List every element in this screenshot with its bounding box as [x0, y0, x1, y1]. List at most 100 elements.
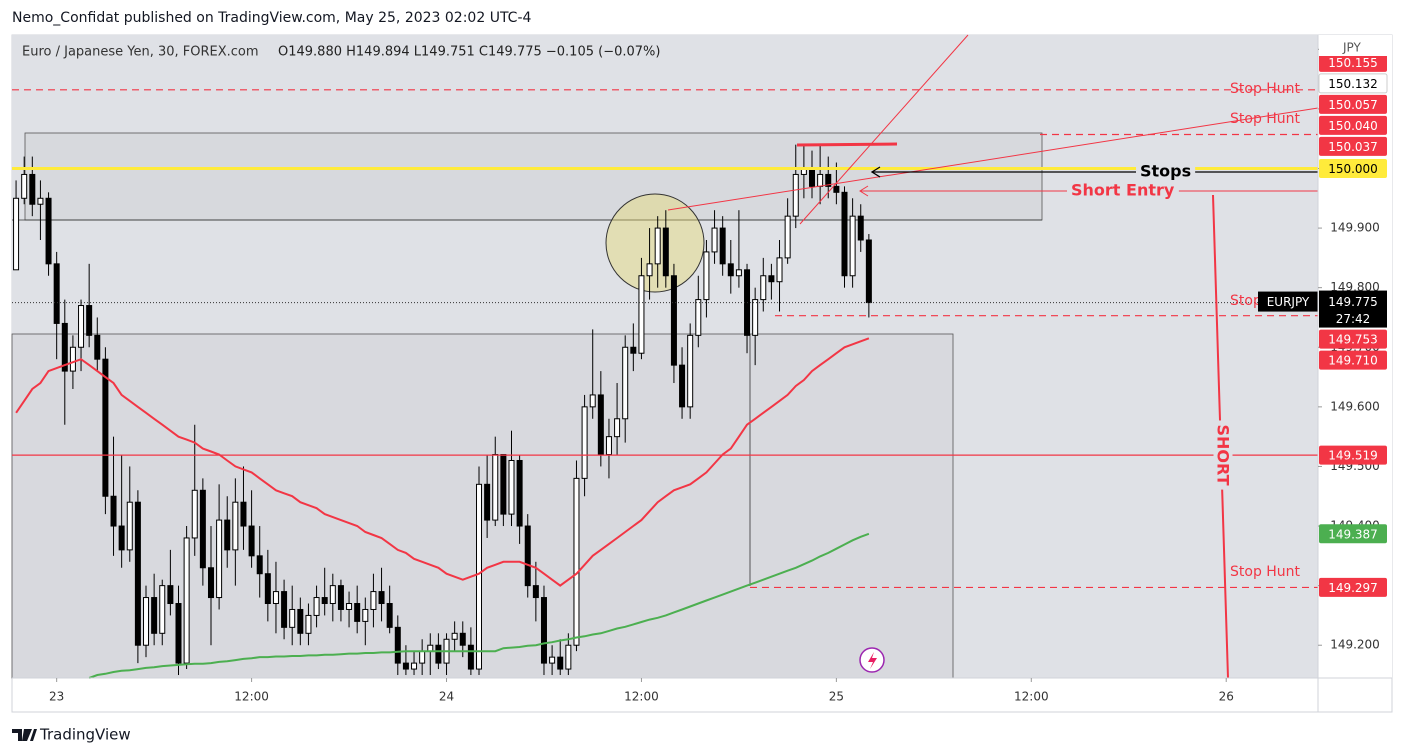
x-tick-label: 23: [49, 690, 64, 704]
candle-body: [557, 656, 564, 670]
candle-body: [29, 173, 36, 205]
candle-body: [321, 597, 328, 605]
price-badge-label: 150.132: [1328, 77, 1378, 91]
candle-body: [809, 167, 816, 187]
price-badge-label: 150.037: [1328, 140, 1378, 154]
price-badge-label: 150.057: [1328, 98, 1378, 112]
annotation: Stops: [1140, 162, 1191, 181]
price-badge: [1319, 136, 1387, 156]
symbol-label: Euro / Japanese Yen, 30, FOREX.com: [22, 45, 259, 60]
candle-body: [248, 525, 255, 557]
candle-body: [719, 227, 726, 265]
candle-body: [216, 519, 223, 599]
candle-body: [126, 501, 133, 551]
y-tick-label: 149.200: [1330, 638, 1380, 652]
event-bolt: [868, 652, 877, 669]
price-badge: [1319, 115, 1387, 135]
candle-body: [86, 305, 93, 336]
candle-body: [378, 591, 385, 605]
candle-body: [589, 394, 596, 408]
candle-body: [549, 656, 556, 664]
candle-body: [167, 585, 174, 605]
candle-body: [134, 501, 141, 646]
candle-body: [313, 597, 320, 616]
candle-body: [94, 334, 101, 360]
candle-body: [532, 585, 539, 599]
candle-body: [272, 591, 279, 605]
logo: [12, 729, 37, 741]
candle-body: [183, 537, 190, 664]
x-tick-label: 25: [829, 690, 844, 704]
candle-body: [224, 519, 231, 551]
candle-body: [346, 603, 353, 610]
candle-body: [53, 263, 60, 324]
candle-body: [151, 597, 158, 634]
trend-line: [667, 107, 1319, 211]
candle-body: [451, 632, 458, 640]
candle-body: [337, 585, 344, 610]
x-tick-label: 12:00: [1014, 690, 1049, 704]
candle-body: [159, 585, 166, 634]
candle-body: [297, 608, 304, 634]
candle-body: [500, 454, 507, 515]
last-price-badge: [1319, 290, 1387, 328]
candle-body: [240, 501, 247, 527]
price-badge: [1319, 158, 1387, 178]
price-badge-label: 149.297: [1328, 581, 1378, 595]
candle-body: [199, 489, 206, 569]
annotation-bg: [1067, 180, 1179, 200]
candle-body: [825, 173, 832, 187]
candle-body: [792, 173, 799, 217]
annotation: Stop Hunt: [1230, 564, 1301, 580]
candle-body: [69, 346, 76, 372]
trend-line: [799, 34, 969, 225]
price-badge-label: 150.155: [1328, 56, 1378, 70]
candle-body: [329, 585, 336, 605]
arrow-head: [870, 166, 881, 178]
candle-body: [646, 263, 653, 277]
price-badge: [1319, 577, 1387, 597]
candle-body: [467, 644, 474, 670]
price-badge: [1319, 524, 1387, 544]
candle-body: [21, 173, 28, 199]
x-tick-label: 24: [439, 690, 454, 704]
candle-body: [118, 525, 125, 551]
candle-body: [411, 662, 418, 670]
symbol-badge: [1258, 291, 1318, 312]
candle-body: [143, 597, 150, 646]
annotation-bg: [1213, 420, 1233, 490]
candle-body: [752, 299, 759, 336]
x-tick-label: 26: [1219, 690, 1234, 704]
candle-body: [191, 489, 198, 539]
candle-body: [768, 275, 775, 283]
candle-body: [370, 591, 377, 610]
footer-logo: TradingView: [12, 726, 131, 744]
candle-body: [597, 394, 604, 456]
candle-body: [622, 346, 629, 420]
price-badge-label: 150.000: [1328, 162, 1378, 176]
candle-body: [435, 644, 442, 664]
publish-header: Nemo_Confidat published on TradingView.c…: [12, 10, 532, 26]
drawings-under: [11, 132, 1043, 679]
price-axis: 149.200149.300149.400149.500149.600149.7…: [12, 35, 1392, 712]
candle-body: [695, 299, 702, 336]
candle-body: [207, 567, 214, 599]
candle-body: [711, 227, 718, 253]
candle-body: [459, 632, 466, 646]
high-marker: [796, 142, 898, 147]
candle-body: [857, 215, 864, 241]
candle-body: [264, 573, 271, 605]
candle-body: [784, 215, 791, 259]
price-badge: [1319, 445, 1387, 465]
candle-body: [175, 603, 182, 664]
x-tick-label: 12:00: [234, 690, 269, 704]
price-badge-label: 150.040: [1328, 119, 1378, 133]
candle-body: [849, 215, 856, 277]
candle-body: [386, 603, 393, 628]
candle-body: [476, 483, 483, 670]
candle-body: [362, 608, 369, 622]
price-marks: [12, 89, 1318, 679]
candle-body: [703, 251, 710, 301]
